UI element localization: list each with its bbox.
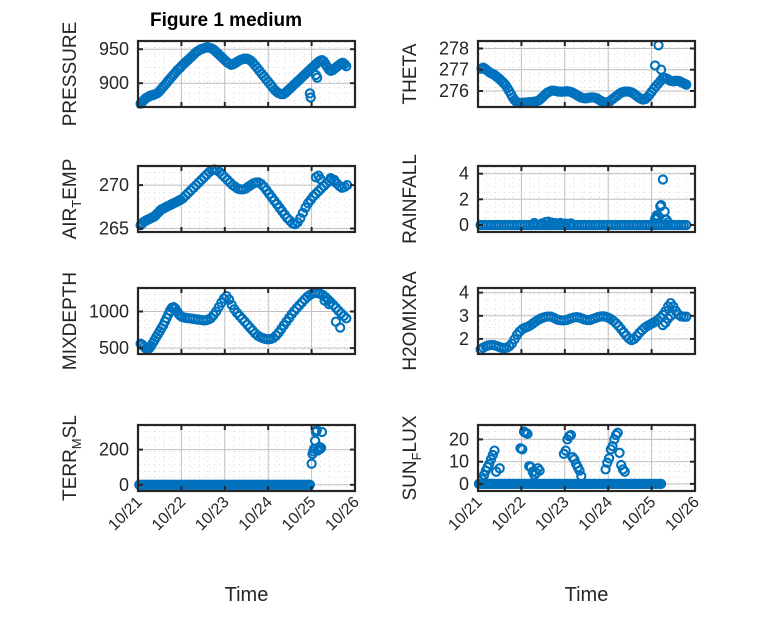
svg-text:2: 2 xyxy=(459,189,469,209)
svg-text:10/24: 10/24 xyxy=(236,494,276,534)
svg-text:2: 2 xyxy=(459,329,469,349)
svg-text:3: 3 xyxy=(459,306,469,326)
svg-text:10/26: 10/26 xyxy=(662,494,702,534)
data-series xyxy=(135,287,352,355)
y-tick-labels: 0 2 4 xyxy=(459,164,469,235)
data-series xyxy=(135,41,352,109)
figure-title: Figure 1 medium xyxy=(150,10,303,31)
y-axis-title: TERRMSL xyxy=(60,415,84,501)
data-series xyxy=(134,425,328,490)
svg-text:MIXDEPTH: MIXDEPTH xyxy=(60,272,81,370)
subplot-air_temp: 265 270 AIRTEMP xyxy=(38,136,377,250)
svg-text:0: 0 xyxy=(459,215,469,235)
y-tick-labels: 2 3 4 xyxy=(459,283,469,349)
y-tick-labels: 265 270 xyxy=(99,175,129,238)
axes-frame xyxy=(476,286,697,356)
x-tick-labels: 10/21 10/22 10/23 10/24 10/25 10/26 xyxy=(445,494,702,534)
subplot-pressure: 900 950 PRESSURE xyxy=(38,11,377,127)
svg-text:20: 20 xyxy=(449,429,469,449)
y-tick-labels: 900 950 xyxy=(99,39,129,93)
svg-text:4: 4 xyxy=(459,164,469,184)
svg-text:10/21: 10/21 xyxy=(105,494,145,534)
svg-text:10: 10 xyxy=(449,452,469,472)
axes-frame xyxy=(136,39,357,109)
svg-text:10/24: 10/24 xyxy=(576,494,616,534)
x-axis-title: Time xyxy=(565,584,609,606)
subplot-theta: 276 277 278 THETA xyxy=(378,11,717,125)
axes-frame xyxy=(136,423,357,493)
y-tick-labels: 010 20 xyxy=(449,429,469,494)
tick-marks xyxy=(137,425,356,491)
tick-marks xyxy=(477,41,696,107)
svg-text:10/23: 10/23 xyxy=(532,494,572,534)
svg-text:1000: 1000 xyxy=(89,302,129,322)
figure-container: 900 950 PRESSURE 276 277 278 THETA 265 270 AIRTEM… xyxy=(38,10,717,606)
svg-text:10/23: 10/23 xyxy=(192,494,232,534)
axes-frame xyxy=(476,423,697,493)
svg-text:AIRTEMP: AIRTEMP xyxy=(60,159,84,240)
svg-text:H2OMIXRA: H2OMIXRA xyxy=(400,271,421,371)
svg-text:THETA: THETA xyxy=(400,43,421,104)
y-axis-title: MIXDEPTH xyxy=(60,272,81,370)
axes-frame xyxy=(476,39,697,109)
svg-text:RAINFALL: RAINFALL xyxy=(400,154,421,244)
svg-text:276: 276 xyxy=(439,81,469,101)
svg-text:10/21: 10/21 xyxy=(445,494,485,534)
svg-text:10/22: 10/22 xyxy=(489,494,529,534)
svg-text:TERRMSL: TERRMSL xyxy=(60,415,84,501)
x-tick-labels: 10/21 10/22 10/23 10/24 10/25 10/26 xyxy=(105,494,362,534)
tick-marks xyxy=(137,288,356,354)
y-tick-labels: 0 200 xyxy=(99,440,129,495)
minor-grid xyxy=(479,167,694,231)
svg-text:500: 500 xyxy=(99,338,129,358)
svg-text:10/25: 10/25 xyxy=(279,494,319,534)
svg-text:265: 265 xyxy=(99,219,129,239)
svg-text:SUNFLUX: SUNFLUX xyxy=(400,415,424,500)
minor-grid xyxy=(479,426,694,490)
data-series xyxy=(475,297,692,355)
tick-marks xyxy=(477,425,696,491)
subplot-rainfall: 0 2 4 RAINFALL xyxy=(378,136,717,250)
svg-text:0: 0 xyxy=(119,475,129,495)
svg-text:10/22: 10/22 xyxy=(149,494,189,534)
subplot-terr_msl: 0 200 10/21 10/22 10/23 10/24 10/25 10/26 Time TE… xyxy=(38,395,377,621)
data-series xyxy=(475,174,692,231)
svg-text:200: 200 xyxy=(99,440,129,460)
y-axis-title: PRESSURE xyxy=(60,22,81,127)
subplot-h2omixra: 2 3 4 H2OMIXRA xyxy=(378,258,717,372)
y-axis-title: SUNFLUX xyxy=(400,415,424,500)
svg-text:10/25: 10/25 xyxy=(619,494,659,534)
svg-text:950: 950 xyxy=(99,39,129,59)
subplot-sun_flux: 0 10 20 10/21 10/22 10/23 10/24 10/25 10/26 Time S… xyxy=(378,395,717,621)
svg-text:10/26: 10/26 xyxy=(322,494,362,534)
subplot-mixdepth: 500 1000 MIXDEPTH xyxy=(38,258,377,372)
y-axis-title: RAINFALL xyxy=(400,154,421,244)
y-axis-title: H2OMIXRA xyxy=(400,271,421,371)
tick-marks xyxy=(137,166,356,232)
svg-text:4: 4 xyxy=(459,283,469,303)
svg-text:278: 278 xyxy=(439,39,469,59)
svg-text:270: 270 xyxy=(99,175,129,195)
x-axis-title: Time xyxy=(225,584,269,606)
tick-marks xyxy=(137,41,356,107)
axes-frame xyxy=(136,286,357,356)
y-axis-title: AIRTEMP xyxy=(60,159,84,240)
svg-text:0: 0 xyxy=(459,474,469,494)
svg-text:900: 900 xyxy=(99,73,129,93)
y-tick-labels: 500 1000 xyxy=(89,302,129,359)
axes-frame xyxy=(136,164,357,234)
svg-text:PRESSURE: PRESSURE xyxy=(60,22,81,127)
data-series xyxy=(473,426,667,490)
data-series xyxy=(135,164,353,231)
svg-text:277: 277 xyxy=(439,60,469,80)
y-axis-title: THETA xyxy=(400,43,421,104)
tick-marks xyxy=(477,166,696,232)
tick-marks xyxy=(477,288,696,354)
